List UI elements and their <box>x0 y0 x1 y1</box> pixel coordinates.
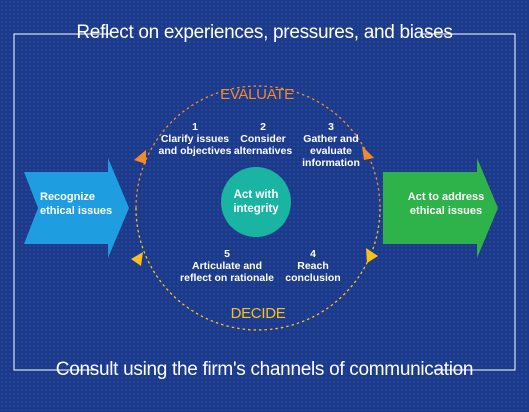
step-1-text: Clarify issues and objectives <box>158 133 232 157</box>
yellow-arrowhead-right <box>366 248 378 263</box>
top-banner-text: Reflect on experiences, pressures, and b… <box>76 22 453 43</box>
orange-arrowhead-right <box>362 146 374 160</box>
decide-label: DECIDE <box>230 305 286 322</box>
step-2-text: Consider alternatives <box>233 133 293 157</box>
bottom-banner: Consult using the firm's channels of com… <box>0 359 529 381</box>
step-3-number: 3 <box>328 121 334 133</box>
step-2: 2 Consider alternatives <box>225 121 301 157</box>
top-banner: Reflect on experiences, pressures, and b… <box>0 22 529 44</box>
orange-arrowhead-left <box>134 150 146 164</box>
left-arrow-shape <box>24 158 129 258</box>
left-arrow-label: Recognize ethical issues <box>40 191 113 217</box>
bottom-banner-text: Consult using the firm's channels of com… <box>55 359 474 380</box>
evaluate-label: EVALUATE <box>220 86 294 103</box>
cycle-arc-decide <box>135 207 381 331</box>
step-4-number: 4 <box>310 248 316 260</box>
step-4: 4 Reach conclusion <box>281 248 345 284</box>
center-circle: Act with integrity <box>221 167 291 237</box>
right-arrow-shape <box>383 158 498 258</box>
frame-border <box>13 33 516 371</box>
yellow-arrowhead-left <box>131 252 143 266</box>
step-5-number: 5 <box>224 248 230 260</box>
step-2-number: 2 <box>260 121 266 133</box>
step-5: 5 Articulate and reflect on rationale <box>177 248 277 284</box>
right-arrow-label: Act to address ethical issues <box>407 191 485 217</box>
step-4-text: Reach conclusion <box>285 260 341 284</box>
step-3-text: Gather and evaluate information <box>302 133 360 169</box>
step-3: 3 Gather and evaluate information <box>298 121 364 169</box>
step-5-text: Articulate and reflect on rationale <box>180 260 274 284</box>
step-1-number: 1 <box>192 121 198 133</box>
step-1: 1 Clarify issues and objectives <box>155 121 235 157</box>
